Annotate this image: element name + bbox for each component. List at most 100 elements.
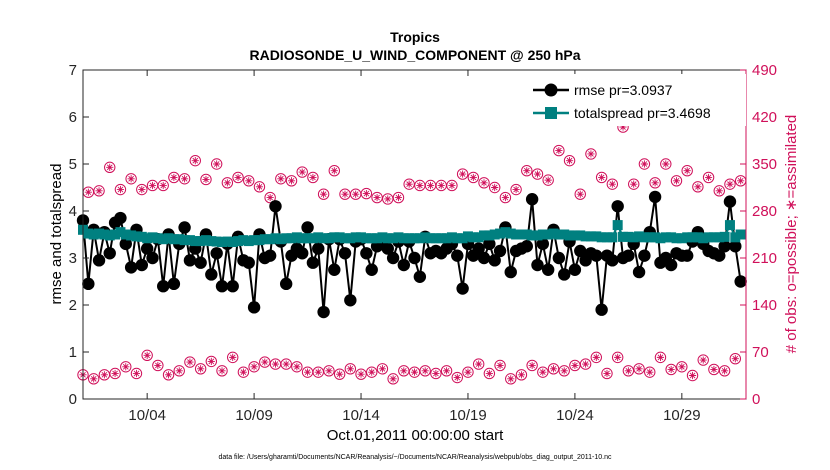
obs-possible-point xyxy=(317,188,330,200)
obs-assimilated-point xyxy=(587,150,595,158)
obs-assimilated-point xyxy=(646,368,654,376)
obs-possible-point xyxy=(713,185,725,197)
totalspread-point xyxy=(473,232,484,243)
rmse-point xyxy=(344,294,357,307)
rmse-line xyxy=(82,196,742,313)
obs-assimilated-point xyxy=(549,365,558,373)
rmse-point xyxy=(397,258,411,272)
obs-possible-point xyxy=(649,177,661,189)
totalspread-point xyxy=(126,230,137,241)
totalspread-point xyxy=(596,232,607,243)
rmse-point xyxy=(215,280,229,293)
obs-assimilated-point xyxy=(378,365,387,373)
rmse-point xyxy=(541,263,555,276)
y-tick-label-left: 1 xyxy=(69,344,77,361)
obs-possible-point xyxy=(87,373,100,385)
axes: 10/04 10/09 10/14 10/19 10/24 10/290123456707… xyxy=(69,62,777,424)
obs-assimilated-point xyxy=(127,175,135,183)
obs-assimilated-point xyxy=(95,187,103,195)
obs-possible-point xyxy=(109,367,121,380)
totalspread-point xyxy=(174,234,185,245)
totalspread-point xyxy=(601,232,612,243)
rmse-point xyxy=(574,244,587,258)
obs-possible-point xyxy=(456,168,469,180)
obs-assimilated-point xyxy=(480,179,488,187)
obs-possible-point xyxy=(595,171,608,184)
totalspread-point xyxy=(83,228,94,239)
totalspread-point xyxy=(323,233,334,244)
obs-possible-point xyxy=(130,367,143,380)
obs-possible-point xyxy=(232,171,244,184)
totalspread-point xyxy=(666,232,677,243)
obs-assimilated-point xyxy=(581,360,590,368)
rmse-point xyxy=(595,303,608,316)
obs-assimilated-point xyxy=(491,183,499,192)
totalspread-point xyxy=(142,233,153,244)
totalspread-point xyxy=(120,229,131,240)
obs-assimilated-point xyxy=(170,173,178,182)
x-tick-label: 10/19 xyxy=(449,407,487,424)
obs-possible-point xyxy=(446,179,458,192)
totalspread-point xyxy=(99,229,110,240)
rmse-point xyxy=(648,190,662,204)
obs-possible-point xyxy=(93,185,105,197)
totalspread-point xyxy=(436,233,447,244)
y-tick-label-right: 70 xyxy=(752,344,769,361)
obs-possible-point xyxy=(547,363,560,375)
obs-possible-point xyxy=(558,365,570,377)
obs-assimilated-point xyxy=(154,361,162,370)
totalspread-point xyxy=(254,235,265,246)
totalspread-point xyxy=(527,230,538,241)
obs-possible-point xyxy=(660,158,672,170)
totalspread-point xyxy=(356,232,367,243)
totalspread-point xyxy=(377,232,388,243)
y-tick-label-right: 350 xyxy=(752,156,777,173)
rmse-point xyxy=(178,221,191,234)
obs-assimilated-point xyxy=(421,367,429,375)
obs-possible-point xyxy=(526,359,538,372)
totalspread-point xyxy=(200,235,211,246)
obs-possible-point xyxy=(243,175,255,187)
x-tick-label: 10/04 xyxy=(128,407,166,424)
y-tick-label-left: 0 xyxy=(69,391,77,408)
obs-possible-point xyxy=(681,165,693,177)
x-tick-label: 10/14 xyxy=(342,407,380,424)
rmse-point xyxy=(488,254,501,267)
obs-assimilated-point xyxy=(346,365,354,373)
obs-assimilated-point xyxy=(405,180,413,188)
rmse-point xyxy=(146,251,159,265)
obs-possible-point xyxy=(355,368,367,380)
obs-possible-point xyxy=(275,173,287,185)
totalspread-point xyxy=(724,220,735,231)
totalspread-point xyxy=(484,230,495,241)
totalspread-point xyxy=(591,231,602,242)
obs-possible-point xyxy=(157,179,169,192)
obs-possible-point xyxy=(515,369,528,381)
totalspread-point xyxy=(559,229,570,240)
obs-possible-point xyxy=(237,366,250,378)
obs-possible-point xyxy=(606,178,619,190)
obs-assimilated-point xyxy=(320,190,328,198)
obs-possible-point xyxy=(729,353,742,365)
obs-assimilated-point xyxy=(239,368,248,376)
obs-assimilated-point xyxy=(539,368,547,376)
rmse-point xyxy=(611,200,624,213)
rmse-point xyxy=(338,247,352,260)
rmse-point xyxy=(82,277,95,291)
totalspread-point xyxy=(94,228,105,239)
obs-assimilated-point xyxy=(683,167,691,175)
totalspread-point xyxy=(227,237,238,248)
totalspread-point xyxy=(115,227,126,238)
totalspread-point xyxy=(372,233,383,244)
obs-possible-point xyxy=(622,365,635,377)
totalspread-point xyxy=(409,233,420,244)
obs-assimilated-point xyxy=(603,369,611,378)
rmse-point xyxy=(552,251,566,265)
y-axis-label-left: rmse and totalspread xyxy=(48,164,65,305)
obs-possible-point xyxy=(499,191,512,204)
obs-assimilated-point xyxy=(485,369,493,378)
obs-possible-point xyxy=(483,367,496,380)
obs-assimilated-point xyxy=(122,363,130,371)
rmse-point xyxy=(381,242,394,255)
totalspread-point xyxy=(575,230,586,241)
